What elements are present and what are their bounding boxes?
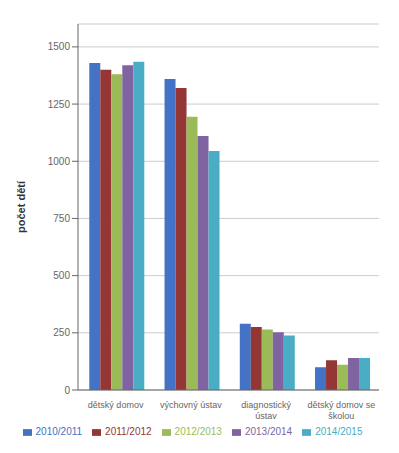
svg-text:dětský domov seškolou: dětský domov seškolou: [308, 400, 376, 421]
svg-text:250: 250: [53, 327, 70, 338]
svg-text:1000: 1000: [48, 156, 71, 167]
svg-text:500: 500: [53, 270, 70, 281]
svg-text:diagnostickýústav: diagnostickýústav: [241, 400, 291, 421]
html-text:2010/2011: 2010/2011: [35, 426, 83, 437]
svg-text:1500: 1500: [48, 41, 71, 52]
svg-text:dětský domov: dětský domov: [88, 400, 144, 410]
svg-text:výchovný ústav: výchovný ústav: [160, 400, 222, 410]
html-text:2012/2013: 2012/2013: [174, 426, 222, 437]
svg-text:0: 0: [64, 385, 70, 396]
svg-text:750: 750: [53, 213, 70, 224]
svg-text:1250: 1250: [48, 99, 71, 110]
svg-text:počet dětí: počet dětí: [15, 180, 27, 233]
html-text:2011/2012: 2011/2012: [105, 426, 152, 437]
html-text:2013/2014: 2013/2014: [244, 426, 293, 437]
html-text:2014/2015: 2014/2015: [315, 426, 363, 437]
